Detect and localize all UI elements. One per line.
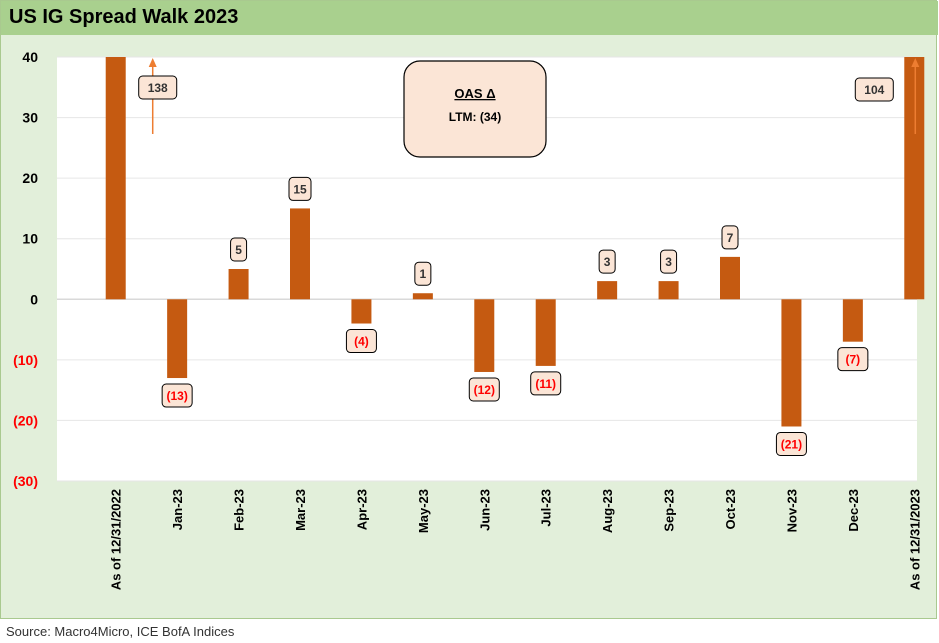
chart-title: US IG Spread Walk 2023 bbox=[9, 6, 239, 28]
y-tick-label: 30 bbox=[22, 110, 38, 126]
data-label: (11) bbox=[535, 377, 556, 391]
bar bbox=[597, 281, 618, 300]
data-label: 7 bbox=[727, 231, 734, 245]
data-label: (21) bbox=[781, 437, 802, 451]
data-label-box bbox=[721, 225, 739, 250]
bar bbox=[105, 57, 126, 300]
overflow-arrowhead bbox=[148, 58, 157, 67]
data-label: 5 bbox=[235, 243, 242, 257]
bar bbox=[781, 299, 802, 427]
data-label: (12) bbox=[474, 383, 495, 397]
overflow-arrowhead bbox=[911, 58, 920, 67]
data-label-box bbox=[775, 431, 807, 456]
bar bbox=[228, 269, 249, 300]
x-tick-label: Jun-23 bbox=[477, 489, 492, 531]
x-tick-label: Feb-23 bbox=[232, 489, 247, 531]
y-tick-label: 20 bbox=[22, 170, 38, 186]
x-tick-label: Apr-23 bbox=[354, 489, 369, 530]
bar bbox=[904, 57, 925, 300]
data-label-box bbox=[854, 77, 894, 102]
data-label: 138 bbox=[148, 81, 168, 95]
data-label-box bbox=[530, 371, 562, 396]
x-tick-label: As of 12/31/2022 bbox=[109, 489, 124, 590]
data-label: 15 bbox=[293, 182, 307, 196]
x-tick-label: Jan-23 bbox=[170, 489, 185, 530]
data-label-box bbox=[468, 377, 500, 402]
y-tick-label: 10 bbox=[22, 231, 38, 247]
data-label-box bbox=[230, 237, 248, 262]
bar bbox=[658, 281, 679, 300]
annotation-title: OAS Δ bbox=[454, 86, 495, 101]
data-label: 3 bbox=[604, 255, 611, 269]
data-label-box bbox=[161, 383, 193, 408]
data-label: 1 bbox=[420, 267, 427, 281]
data-label: (13) bbox=[166, 389, 187, 403]
annotation-box bbox=[403, 60, 547, 158]
x-tick-label: Aug-23 bbox=[600, 489, 615, 533]
x-tick-label: As of 12/31/2023 bbox=[907, 489, 922, 590]
bar-chart: 40 30 20 10 0 (10) (20) (30) As of 12/31/2022 Ja… bbox=[13, 49, 925, 590]
bar bbox=[167, 299, 188, 379]
x-tick-label: May-23 bbox=[416, 489, 431, 533]
x-tick-label: Jul-23 bbox=[539, 489, 554, 527]
bar bbox=[474, 299, 495, 372]
annotation-subtitle: LTM: (34) bbox=[449, 110, 501, 124]
bar bbox=[535, 299, 556, 366]
data-label-box bbox=[598, 249, 616, 274]
data-label: (7) bbox=[846, 353, 861, 367]
source-note: Source: Macro4Micro, ICE BofA Indices bbox=[6, 624, 235, 639]
x-tick-label: Nov-23 bbox=[784, 489, 799, 532]
x-tick-label: Dec-23 bbox=[846, 489, 861, 532]
data-label: 104 bbox=[864, 83, 884, 97]
x-tick-label: Mar-23 bbox=[293, 489, 308, 531]
data-label-box bbox=[414, 261, 432, 286]
data-label: (4) bbox=[354, 335, 369, 349]
y-tick-label: (10) bbox=[13, 352, 38, 368]
data-label-box bbox=[345, 329, 377, 354]
data-label-box bbox=[138, 75, 178, 100]
x-tick-label: Oct-23 bbox=[723, 489, 738, 529]
chart-frame: US IG Spread Walk 2023 40 30 20 10 0 (10) (20)… bbox=[0, 0, 938, 619]
bar bbox=[720, 256, 740, 300]
x-tick-label: Sep-23 bbox=[662, 489, 677, 532]
data-label-box bbox=[660, 249, 678, 274]
bar bbox=[290, 208, 310, 300]
bar bbox=[351, 299, 372, 324]
y-tick-label: 0 bbox=[30, 291, 38, 307]
bar bbox=[412, 293, 433, 300]
y-tick-label: (20) bbox=[13, 412, 38, 428]
title-bar: US IG Spread Walk 2023 bbox=[1, 1, 938, 35]
data-label: 3 bbox=[665, 255, 672, 269]
y-tick-label: (30) bbox=[13, 473, 38, 489]
data-label-box bbox=[837, 347, 869, 372]
y-tick-label: 40 bbox=[22, 49, 38, 65]
data-label-box bbox=[288, 176, 312, 201]
bar bbox=[842, 299, 863, 342]
